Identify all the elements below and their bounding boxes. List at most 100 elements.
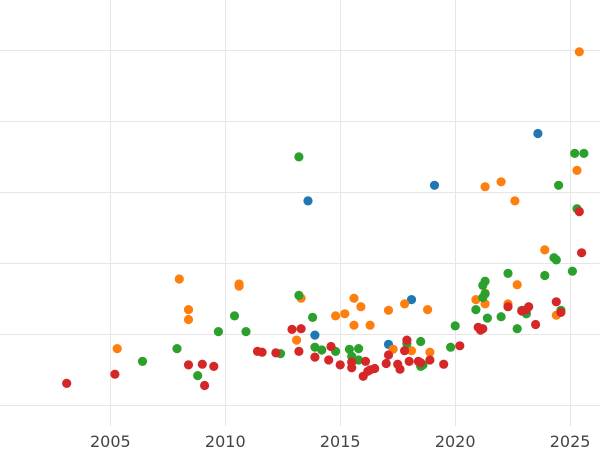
data-point-s3-22 xyxy=(446,342,456,352)
data-point-s4-1 xyxy=(62,378,72,388)
data-point-s4-42 xyxy=(524,302,534,312)
data-point-s3-5 xyxy=(229,311,240,321)
data-point-s4-45 xyxy=(556,307,566,317)
data-point-s2-19 xyxy=(423,305,433,315)
data-point-s4-27 xyxy=(395,364,405,374)
data-point-s2-14 xyxy=(365,320,375,330)
data-point-s3-37 xyxy=(551,255,561,265)
data-point-s4-4 xyxy=(197,359,207,369)
series-4 xyxy=(62,207,587,391)
data-point-s2-25 xyxy=(496,177,506,187)
data-point-s4-13 xyxy=(310,352,320,362)
x-tick-label-2020: 2020 xyxy=(435,432,476,450)
data-point-s4-8 xyxy=(257,347,267,357)
data-point-s2-12 xyxy=(349,293,359,303)
data-point-s2-4 xyxy=(183,314,194,325)
data-point-s3-17 xyxy=(354,355,364,365)
x-axis-tick-labels: 2005 2010 2015 2020 2025 xyxy=(90,432,590,450)
data-point-s3-8 xyxy=(294,152,304,162)
x-tick-label-2025: 2025 xyxy=(550,432,591,450)
data-point-s2-32 xyxy=(574,47,584,57)
data-point-s4-32 xyxy=(416,358,426,368)
data-point-s4-16 xyxy=(335,360,345,370)
grid-layer xyxy=(0,0,600,426)
x-tick-label-2015: 2015 xyxy=(320,432,361,450)
data-point-s2-13 xyxy=(356,302,366,312)
data-point-s4-34 xyxy=(439,359,449,369)
series-2 xyxy=(112,47,584,357)
data-point-s3-31 xyxy=(503,268,513,278)
data-point-s4-11 xyxy=(294,346,304,356)
data-point-s3-11 xyxy=(310,342,320,352)
data-point-s4-24 xyxy=(381,358,391,369)
data-point-s3-14 xyxy=(344,344,354,354)
data-point-s3-28 xyxy=(480,289,490,299)
data-point-s3-4 xyxy=(213,327,223,337)
data-point-s4-30 xyxy=(404,356,414,366)
data-point-s4-15 xyxy=(326,341,336,352)
data-point-s3-6 xyxy=(241,327,251,337)
data-point-s4-10 xyxy=(287,324,297,334)
data-point-s3-3 xyxy=(193,371,203,381)
data-point-s2-9 xyxy=(331,311,341,321)
data-point-s2-22 xyxy=(480,182,490,192)
data-point-s2-29 xyxy=(540,245,550,255)
data-points xyxy=(62,47,589,391)
data-point-s3-19 xyxy=(416,336,426,347)
data-point-s1-6 xyxy=(533,128,543,139)
data-point-s3-32 xyxy=(512,324,522,334)
data-point-s3-1 xyxy=(137,356,148,366)
data-point-s1-5 xyxy=(429,180,440,190)
data-point-s2-21 xyxy=(471,295,481,305)
data-point-s3-24 xyxy=(471,305,481,315)
data-point-s3-41 xyxy=(570,148,580,158)
data-point-s4-23 xyxy=(370,363,380,374)
data-point-s4-14 xyxy=(324,355,334,365)
data-point-s4-20 xyxy=(360,356,371,366)
data-point-s4-29 xyxy=(402,335,412,345)
data-point-s2-10 xyxy=(340,309,350,319)
data-point-s4-43 xyxy=(531,319,541,330)
series-3 xyxy=(137,148,589,381)
data-point-s3-30 xyxy=(496,312,506,322)
data-point-s4-9 xyxy=(271,348,281,358)
data-point-s2-7 xyxy=(292,335,302,345)
data-point-s2-17 xyxy=(400,299,410,309)
data-point-s4-39 xyxy=(503,302,513,312)
data-point-s2-20 xyxy=(425,347,435,357)
data-point-s2-18 xyxy=(406,346,417,356)
data-point-s3-9 xyxy=(294,290,304,300)
data-point-s2-6 xyxy=(234,281,244,291)
data-point-s3-10 xyxy=(308,312,318,322)
data-point-s3-16 xyxy=(354,344,364,354)
data-point-s4-6 xyxy=(209,361,219,371)
data-point-s4-44 xyxy=(551,297,561,307)
data-point-s1-4 xyxy=(406,295,417,305)
data-point-s3-40 xyxy=(567,266,578,276)
data-point-s3-12 xyxy=(317,345,327,355)
data-point-s2-3 xyxy=(183,305,194,315)
series-1 xyxy=(303,128,543,349)
data-point-s3-29 xyxy=(482,313,492,323)
data-point-s4-2 xyxy=(110,369,120,379)
data-point-s2-2 xyxy=(174,274,184,284)
data-point-s1-1 xyxy=(303,196,313,206)
data-point-s3-27 xyxy=(480,276,490,286)
data-point-s2-28 xyxy=(512,280,522,290)
data-point-s4-35 xyxy=(455,341,465,351)
data-point-s1-2 xyxy=(310,330,320,340)
data-point-s4-33 xyxy=(425,355,435,365)
data-point-s3-2 xyxy=(172,344,182,354)
data-point-s3-38 xyxy=(554,180,564,190)
data-point-s4-47 xyxy=(577,248,587,258)
data-point-s2-15 xyxy=(383,305,394,315)
data-point-s2-11 xyxy=(349,320,359,330)
x-tick-label-2010: 2010 xyxy=(205,432,246,450)
data-point-s3-35 xyxy=(540,270,550,281)
data-point-s2-1 xyxy=(112,344,122,354)
data-point-s4-18 xyxy=(347,357,357,367)
data-point-s2-27 xyxy=(510,196,520,206)
data-point-s4-28 xyxy=(400,346,410,356)
data-point-s4-5 xyxy=(200,380,210,391)
